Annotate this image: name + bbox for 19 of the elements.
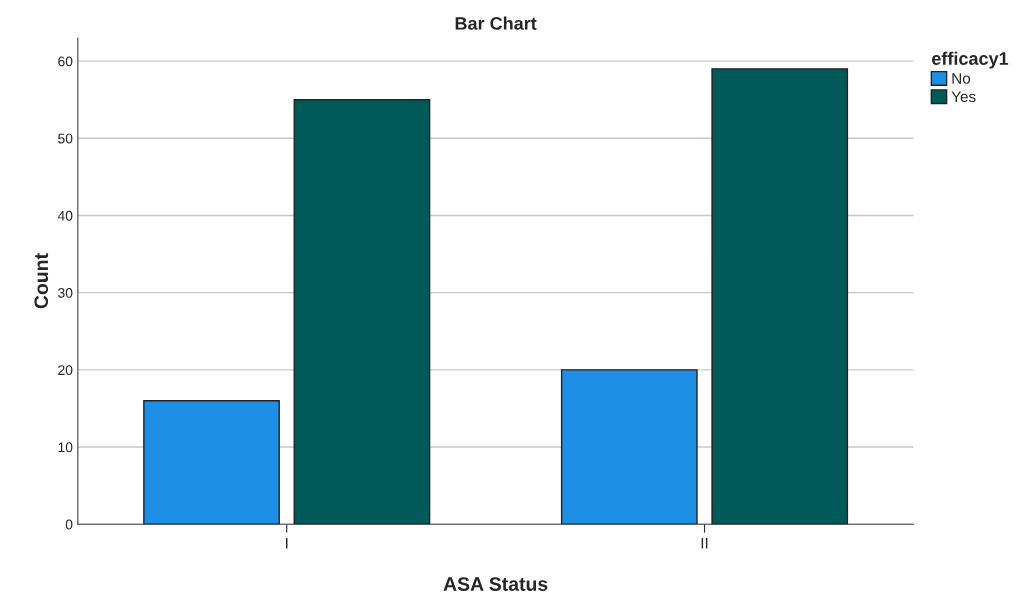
legend-title: efficacy1 [932,51,1009,69]
x-axis-title: ASA Status [443,577,548,591]
bar [711,68,849,525]
y-tick-label: 0 [65,519,73,530]
y-tick-label: 30 [58,287,73,298]
legend-label: Yes [951,91,976,103]
bar [293,99,431,525]
bar [560,369,698,525]
legend-label: No [952,73,971,84]
x-tick-label: II [701,537,708,549]
y-tick-label: 60 [58,56,73,67]
x-tick-label: I [286,537,288,549]
y-axis-title: Count [34,253,49,309]
bar [143,400,280,525]
y-tick-label: 20 [58,365,73,376]
chart-title: Bar Chart [455,16,537,30]
y-tick-label: 50 [58,133,73,144]
y-tick-label: 10 [58,442,73,453]
y-tick-label: 40 [57,210,73,221]
